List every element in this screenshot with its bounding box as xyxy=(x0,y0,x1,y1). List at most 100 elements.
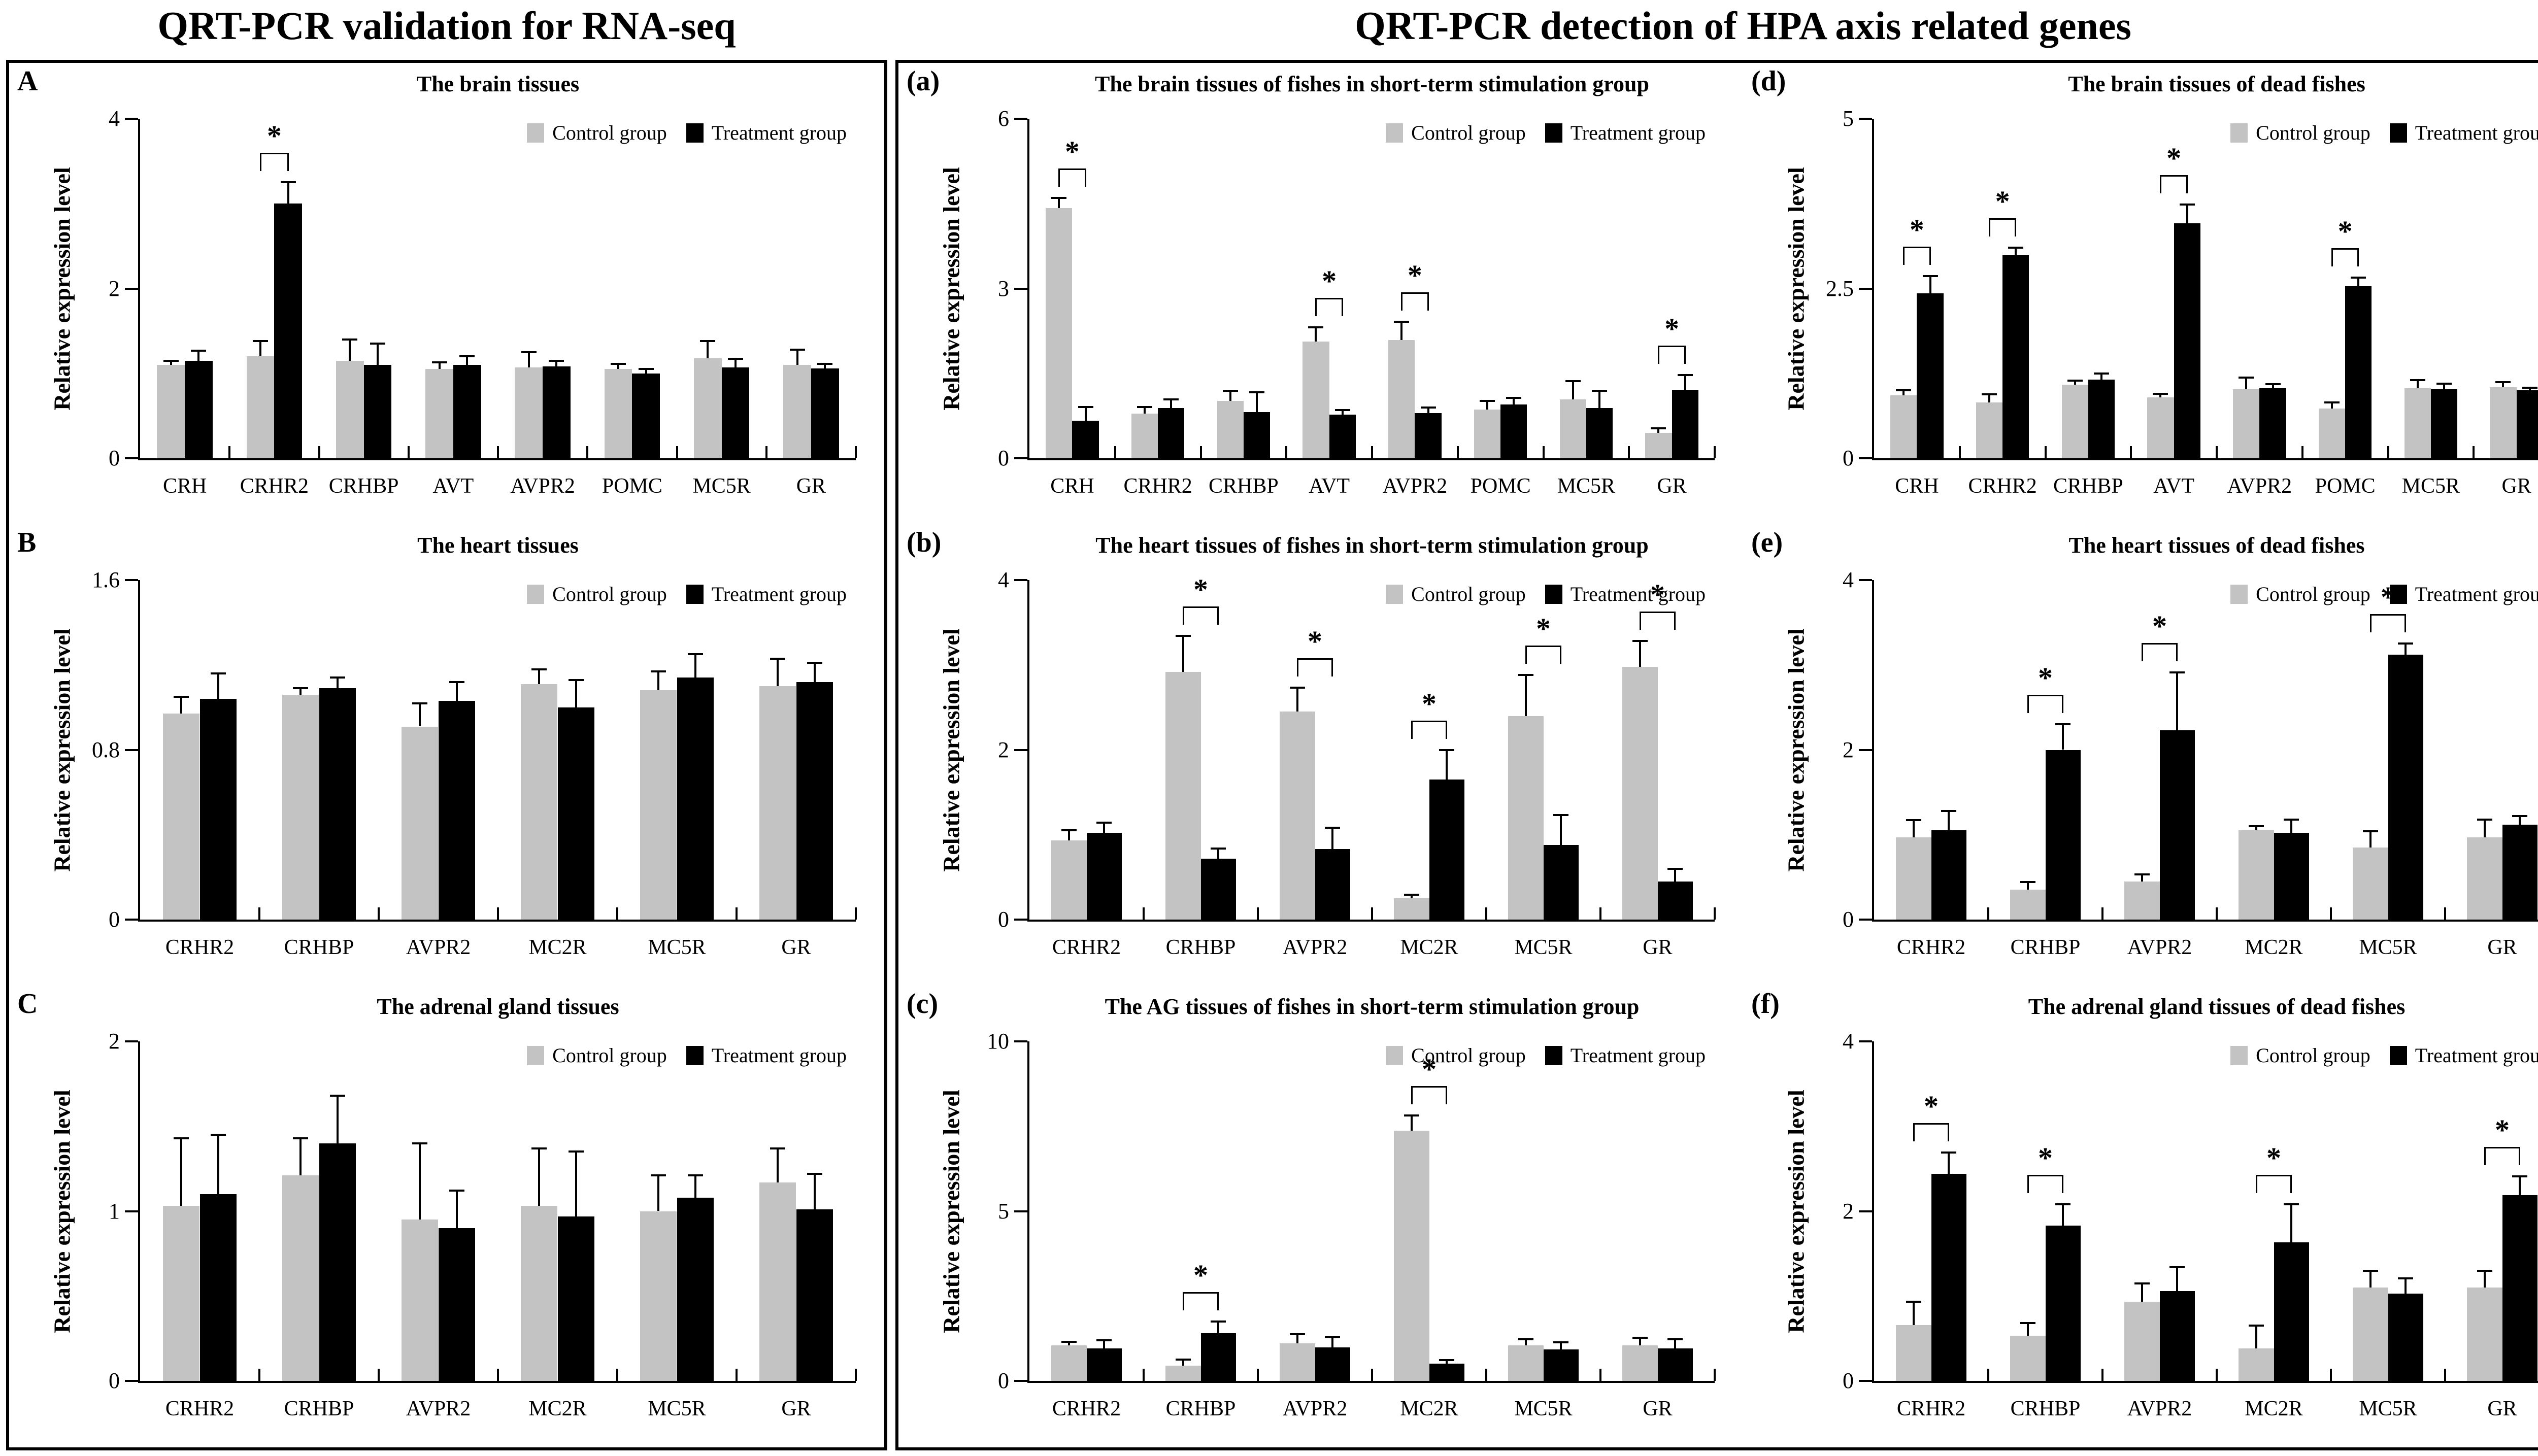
y-tick xyxy=(125,1210,138,1212)
sig-bracket-end xyxy=(1639,612,1641,630)
error-bar xyxy=(824,364,826,368)
sig-bracket xyxy=(1640,612,1676,614)
x-tick xyxy=(2216,446,2218,458)
sig-star: * xyxy=(1909,213,1924,247)
y-tick xyxy=(1014,749,1027,751)
x-tick xyxy=(497,1369,499,1381)
bar-control xyxy=(1393,898,1429,920)
bar-treatment xyxy=(557,707,595,920)
error-cap xyxy=(1394,321,1410,323)
error-bar xyxy=(2062,724,2064,750)
error-cap xyxy=(2495,381,2511,384)
y-tick-label: 0 xyxy=(1843,446,1854,470)
error-bar xyxy=(1410,1115,1413,1131)
error-cap xyxy=(329,676,345,679)
y-axis xyxy=(138,119,140,460)
category-label: CRHBP xyxy=(1209,475,1279,498)
chart-panel-C: C The adrenal gland tissues Relative expre… xyxy=(9,986,884,1447)
y-axis xyxy=(138,1041,140,1383)
category-label: AVPR2 xyxy=(1282,1397,1348,1420)
sig-bracket-end xyxy=(2186,175,2188,193)
bar-control xyxy=(783,365,811,458)
y-tick-label: 0 xyxy=(109,907,120,932)
category-label: CRHR2 xyxy=(1968,475,2037,498)
sig-bracket-end xyxy=(1084,168,1086,187)
x-tick xyxy=(1599,907,1601,920)
legend-label-control: Control group xyxy=(2256,1044,2370,1067)
error-bar xyxy=(2528,387,2531,391)
error-cap xyxy=(1632,640,1648,642)
legend-swatch-treatment xyxy=(2389,123,2407,143)
error-cap xyxy=(1061,829,1077,832)
bar-control xyxy=(2352,847,2388,920)
error-bar xyxy=(2519,816,2521,825)
category-label: AVT xyxy=(1309,475,1350,498)
error-cap xyxy=(1175,635,1191,637)
legend-swatch-treatment xyxy=(2389,585,2407,604)
category-label: CRHBP xyxy=(2010,936,2081,959)
sig-star: * xyxy=(2495,1113,2510,1146)
error-cap xyxy=(2284,818,2299,821)
bar-treatment xyxy=(543,366,571,458)
bar-control xyxy=(1165,671,1201,920)
chart-panel-d: (d) The brain tissues of dead fishes Relat… xyxy=(1743,63,2538,524)
bar-control xyxy=(520,1206,558,1381)
sig-star: * xyxy=(2038,1141,2053,1175)
x-tick xyxy=(1987,907,1989,920)
error-bar xyxy=(2483,819,2486,837)
category-label: GR xyxy=(1657,475,1687,498)
bar-control xyxy=(1508,1345,1544,1381)
sig-bracket xyxy=(1525,646,1561,648)
error-cap xyxy=(807,662,822,664)
category-label: CRH xyxy=(162,475,207,498)
bar-treatment xyxy=(2045,1225,2081,1381)
y-tick-label: 1 xyxy=(109,1198,120,1224)
error-cap xyxy=(210,1133,226,1136)
right-panel-group: (a) The brain tissues of fishes in short-… xyxy=(895,60,2538,1450)
error-cap xyxy=(1061,1341,1077,1343)
error-cap xyxy=(651,1174,666,1177)
sig-bracket xyxy=(2160,175,2187,177)
y-tick-label: 4 xyxy=(1843,1029,1854,1054)
panel-label: (b) xyxy=(907,527,942,558)
legend-swatch-control xyxy=(527,585,545,604)
error-bar xyxy=(1524,1339,1527,1345)
y-tick-label: 0 xyxy=(1843,907,1854,932)
bar-control xyxy=(282,1175,319,1381)
legend: Control group Treatment group xyxy=(2230,584,2538,604)
error-cap xyxy=(1439,1359,1455,1362)
error-cap xyxy=(431,361,447,363)
bar-treatment xyxy=(721,367,750,458)
category-label: CRHBP xyxy=(328,475,399,498)
x-tick xyxy=(1257,1369,1259,1381)
error-cap xyxy=(1553,814,1569,817)
category-label: CRHR2 xyxy=(1052,1397,1121,1420)
sig-bracket xyxy=(2142,643,2178,645)
bar-treatment xyxy=(438,701,476,920)
bar-treatment xyxy=(185,360,213,458)
y-tick xyxy=(1859,1040,1872,1042)
category-label: CRHBP xyxy=(2010,1397,2081,1420)
sig-star: * xyxy=(1995,185,2010,218)
sig-bracket-end xyxy=(2405,614,2407,633)
x-tick xyxy=(1199,446,1202,458)
sig-bracket-end xyxy=(1684,346,1686,364)
error-bar xyxy=(455,1191,458,1228)
category-label: MC2R xyxy=(528,1397,587,1420)
legend-label-control: Control group xyxy=(1411,121,1526,144)
y-tick-label: 0 xyxy=(109,1368,120,1393)
error-bar xyxy=(2141,1283,2143,1302)
sig-bracket-end xyxy=(2176,643,2178,662)
bar-treatment xyxy=(1072,421,1099,458)
legend-label-control: Control group xyxy=(552,1044,667,1067)
x-tick xyxy=(258,1369,260,1381)
x-tick xyxy=(1599,1369,1601,1381)
sig-bracket-end xyxy=(1446,1086,1448,1104)
error-bar xyxy=(1217,1321,1220,1334)
category-label: MC5R xyxy=(2359,936,2417,959)
x-tick xyxy=(318,446,320,458)
error-bar xyxy=(1182,1359,1184,1366)
error-bar xyxy=(1341,410,1344,415)
bar-treatment xyxy=(2516,390,2538,458)
